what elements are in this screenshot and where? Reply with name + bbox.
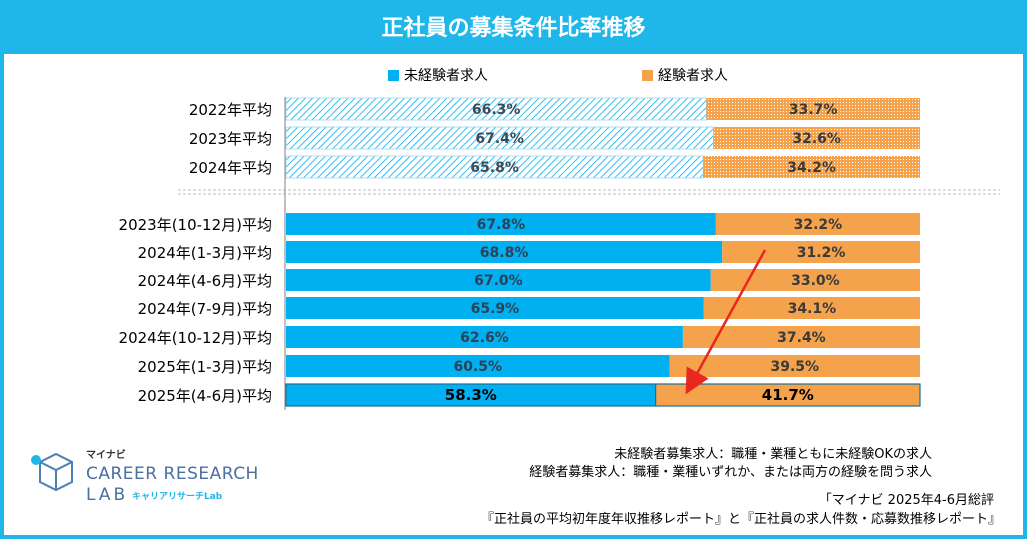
data-label-experienced: 33.7% [789, 102, 838, 118]
data-label-experienced: 34.1% [788, 301, 837, 317]
footnote-definition-experienced: 経験者募集求人：職種・業種いずれか、または両方の経験を問う求人 [529, 465, 932, 480]
legend-swatch-inexperienced [388, 70, 399, 81]
data-label-experienced: 32.2% [794, 217, 843, 233]
logo-line2a: LAB [86, 485, 128, 505]
bar-inexperienced [286, 355, 670, 377]
data-label-inexperienced: 58.3% [445, 386, 497, 404]
footnote-definition-inexperienced: 未経験者募集求人：職種・業種ともに未経験OKの求人 [614, 447, 932, 462]
bar-experienced [713, 127, 920, 149]
cube-icon [31, 452, 73, 492]
bar-experienced [722, 241, 920, 263]
bar-experienced [715, 213, 920, 235]
data-label-experienced: 33.0% [791, 273, 840, 289]
bar-experienced [655, 383, 921, 407]
category-label: 2024年(10-12月)平均 [119, 329, 272, 347]
logo-brand: マイナビ [86, 448, 126, 461]
bar-experienced [682, 326, 920, 348]
data-label-inexperienced: 67.8% [477, 217, 526, 233]
data-label-experienced: 41.7% [762, 386, 814, 404]
category-label: 2022年平均 [189, 101, 272, 119]
category-label: 2025年(1-3月)平均 [138, 358, 272, 376]
legend-label-experienced: 経験者求人 [658, 68, 728, 84]
bar-experienced [703, 297, 920, 319]
category-label: 2025年(4-6月)平均 [138, 387, 272, 405]
legend-label-inexperienced: 未経験者求人 [404, 68, 488, 84]
bar-experienced [710, 269, 920, 291]
bar-experienced [703, 156, 920, 178]
career-research-lab-logo: マイナビ CAREER RESEARCH LAB キャリアリサーチLab [31, 448, 258, 505]
category-label: 2023年平均 [189, 130, 272, 148]
category-label: 2024年(7-9月)平均 [138, 300, 272, 318]
category-label: 2024年(4-6月)平均 [138, 272, 272, 290]
bar-inexperienced [286, 213, 716, 235]
data-label-experienced: 37.4% [777, 330, 826, 346]
bar-inexperienced [286, 326, 683, 348]
data-label-experienced: 32.6% [792, 131, 841, 147]
logo-line1: CAREER RESEARCH [86, 464, 258, 484]
footnote-source-line1: 「マイナビ 2025年4-6月総評 [818, 493, 994, 508]
data-label-inexperienced: 68.8% [480, 245, 529, 261]
bar-experienced [669, 355, 920, 377]
data-label-inexperienced: 66.3% [472, 102, 521, 118]
chart-title: 正社員の募集条件比率推移 [4, 4, 1023, 54]
data-label-inexperienced: 67.0% [474, 273, 523, 289]
bar-inexperienced [286, 241, 723, 263]
data-label-experienced: 34.2% [787, 160, 836, 176]
bar-inexperienced [286, 269, 711, 291]
data-label-inexperienced: 67.4% [475, 131, 524, 147]
category-label: 2024年(1-3月)平均 [138, 244, 272, 262]
data-label-inexperienced: 65.8% [470, 160, 519, 176]
category-label: 2024年平均 [189, 159, 272, 177]
category-label: 2023年(10-12月)平均 [119, 216, 272, 234]
bar-group: 66.3% 33.7% 67.4% 32.6% 65.8% 34.2% 67.8% 32.2%… [285, 97, 921, 407]
data-label-experienced: 39.5% [770, 359, 819, 375]
data-label-inexperienced: 60.5% [453, 359, 502, 375]
data-label-inexperienced: 65.9% [471, 301, 520, 317]
bar-inexperienced [286, 297, 704, 319]
category-labels: 2022年平均 2023年平均 2024年平均 2023年(10-12月)平均 2024… [119, 101, 272, 405]
legend-swatch-experienced [642, 70, 653, 81]
bar-experienced [706, 98, 920, 120]
data-label-inexperienced: 62.6% [460, 330, 509, 346]
logo-line2b: キャリアリサーチLab [132, 491, 223, 502]
data-label-experienced: 31.2% [797, 245, 846, 261]
footnote-source-line2: 『正社員の平均初年度年収推移レポート』と『正社員の求人件数・応募数推移レポート』 [480, 512, 1001, 527]
trend-arrow [685, 249, 767, 395]
